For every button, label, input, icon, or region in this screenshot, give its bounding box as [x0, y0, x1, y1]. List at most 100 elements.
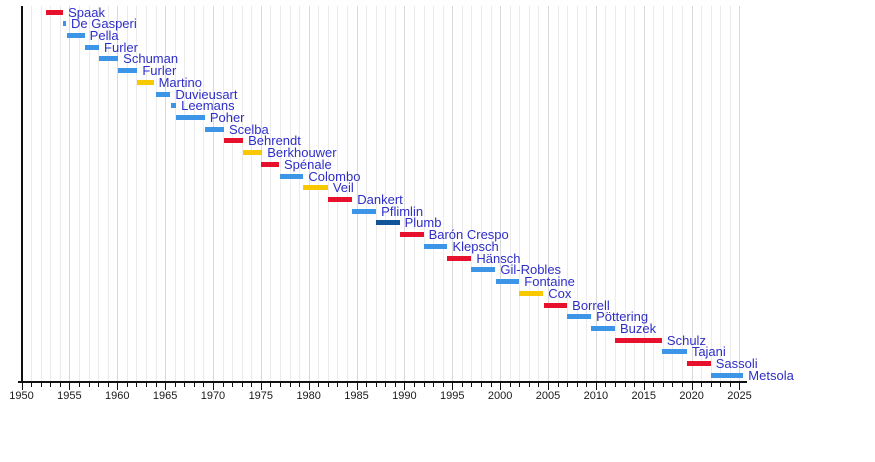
- timeline-bar: [543, 302, 568, 308]
- axis-tick: [69, 383, 71, 390]
- axis-tick: [423, 383, 425, 387]
- timeline-bar: [376, 220, 400, 226]
- axis-tick: [98, 383, 100, 387]
- gridline: [78, 6, 80, 381]
- gridline: [366, 6, 368, 381]
- axis-tick: [567, 383, 569, 387]
- axis-tick: [299, 383, 301, 387]
- axis-tick: [481, 383, 482, 387]
- gridline: [203, 6, 205, 381]
- gridline: [519, 6, 521, 381]
- axis-tick: [691, 383, 693, 390]
- gridline: [241, 6, 243, 381]
- president-label: Gil-Robles: [500, 262, 562, 278]
- axis-tick: [356, 383, 358, 390]
- president-label: Schulz: [666, 332, 706, 348]
- axis-tick: [193, 383, 195, 387]
- president-label: Colombo: [308, 168, 361, 184]
- gridline: [634, 6, 636, 381]
- axis-tick: [212, 383, 214, 390]
- axis-tick-label: 1995: [440, 390, 465, 402]
- gridline: [423, 6, 425, 381]
- x-axis: [18, 381, 748, 383]
- axis-tick-label: 1960: [104, 390, 130, 402]
- gridline: [710, 6, 712, 381]
- gridline: [720, 6, 722, 381]
- axis-tick: [136, 383, 138, 387]
- gridline: [337, 6, 339, 381]
- axis-tick: [174, 383, 176, 387]
- gridline: [595, 6, 597, 381]
- gridline: [538, 6, 540, 381]
- axis-tick: [78, 383, 80, 387]
- axis-tick: [576, 383, 578, 387]
- president-label: Metsola: [748, 367, 794, 383]
- timeline-bar: [471, 267, 496, 273]
- gridline: [662, 6, 664, 381]
- axis-tick: [126, 383, 128, 387]
- timeline-bar: [279, 173, 304, 179]
- gridline: [452, 6, 454, 381]
- gridline: [69, 6, 71, 381]
- gridline: [279, 6, 281, 381]
- president-label: Fontaine: [524, 274, 575, 290]
- axis-tick: [710, 383, 712, 387]
- axis-tick: [117, 383, 119, 390]
- president-label: Furler: [142, 63, 177, 79]
- axis-tick: [729, 383, 731, 387]
- gridline: [394, 6, 396, 381]
- gridline: [327, 6, 329, 381]
- axis-tick: [327, 383, 329, 387]
- gridline: [299, 6, 301, 381]
- axis-tick: [31, 383, 33, 387]
- axis-tick: [528, 383, 530, 387]
- axis-tick: [653, 383, 655, 387]
- axis-tick-label: 2025: [727, 390, 752, 402]
- axis-tick: [682, 383, 684, 387]
- timeline-bar: [175, 114, 205, 120]
- gridline: [318, 6, 320, 381]
- timeline-bar: [710, 372, 744, 378]
- axis-tick: [184, 383, 186, 387]
- president-label: Klepsch: [452, 238, 499, 254]
- president-label: Spénale: [284, 156, 332, 172]
- gridline: [31, 6, 33, 381]
- axis-tick: [222, 383, 224, 387]
- axis-tick: [337, 383, 339, 387]
- president-label: Furler: [104, 39, 138, 55]
- president-label: Pella: [89, 27, 119, 43]
- axis-tick: [548, 383, 549, 390]
- timeline-bar: [223, 138, 244, 144]
- gridline: [184, 6, 186, 381]
- axis-tick: [50, 383, 52, 387]
- gridline: [739, 6, 741, 381]
- gridline: [136, 6, 138, 381]
- axis-tick: [270, 383, 272, 387]
- gridline: [643, 6, 645, 381]
- gridline: [385, 6, 387, 381]
- gridline: [98, 6, 100, 381]
- axis-tick: [59, 383, 61, 387]
- timeline-bar: [118, 68, 138, 74]
- gridline: [576, 6, 578, 381]
- axis-tick: [385, 383, 387, 387]
- axis-tick: [375, 383, 377, 387]
- president-label: Behrendt: [248, 133, 301, 149]
- axis-tick: [509, 383, 511, 387]
- gridline: [653, 6, 655, 381]
- gridline: [557, 6, 559, 381]
- gridline: [509, 6, 511, 381]
- axis-tick: [739, 383, 741, 390]
- gridline: [605, 6, 607, 381]
- gridline: [174, 6, 176, 381]
- gridline: [289, 6, 291, 381]
- axis-tick-label: 2020: [679, 390, 704, 402]
- timeline-bar: [137, 79, 154, 85]
- axis-tick-label: 1985: [344, 390, 369, 402]
- president-label: Pflimlin: [381, 203, 424, 219]
- gridline: [729, 6, 731, 381]
- gridline: [356, 6, 358, 381]
- gridline: [461, 6, 463, 381]
- axis-tick: [413, 383, 415, 387]
